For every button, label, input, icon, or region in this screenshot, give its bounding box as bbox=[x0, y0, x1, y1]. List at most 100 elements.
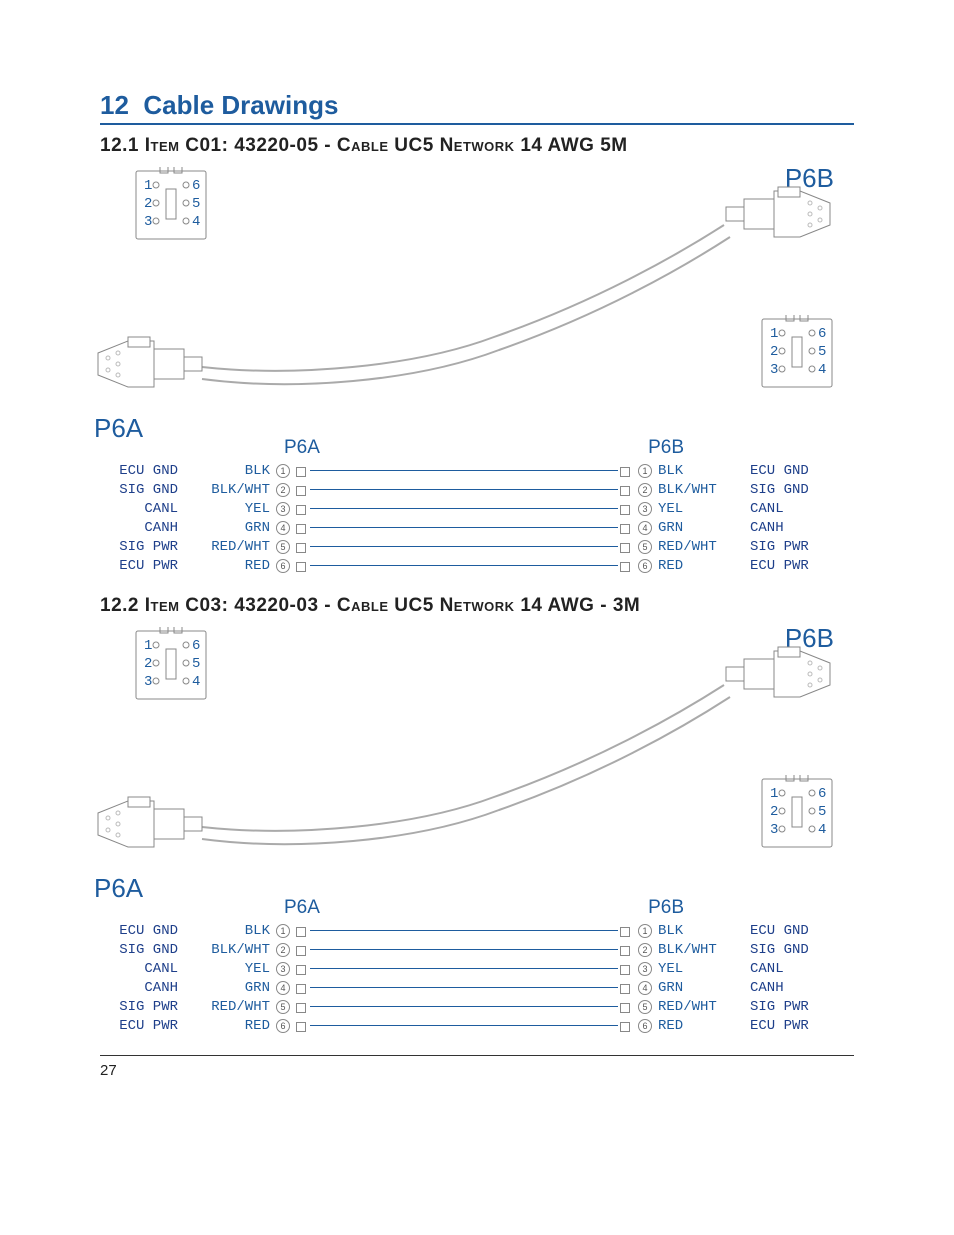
pin-number-right: 2 bbox=[632, 942, 658, 957]
pin-row: SIG PWR RED/WHT 5 5 RED/WHT SIG PWR bbox=[94, 997, 834, 1016]
terminal-left bbox=[296, 482, 308, 497]
svg-text:3: 3 bbox=[770, 822, 778, 838]
wire-color-right: RED bbox=[658, 1018, 742, 1034]
signal-left: ECU PWR bbox=[94, 1018, 178, 1034]
pin-number-right: 5 bbox=[632, 999, 658, 1014]
svg-text:1: 1 bbox=[144, 638, 152, 654]
wire-color-right: YEL bbox=[658, 501, 742, 517]
wire-color-left: RED/WHT bbox=[186, 539, 270, 555]
signal-left: SIG GND bbox=[94, 942, 178, 958]
signal-right: ECU GND bbox=[750, 923, 834, 939]
page: 12 Cable Drawings 12.1 Item C01: 43220-0… bbox=[0, 0, 954, 1119]
terminal-left bbox=[296, 463, 308, 478]
terminal-right bbox=[620, 520, 632, 535]
pinout-header-left: P6A bbox=[284, 437, 320, 459]
pin-row: CANH GRN 4 4 GRN CANH bbox=[94, 978, 834, 997]
signal-right: SIG PWR bbox=[750, 539, 834, 555]
terminal-left bbox=[296, 980, 308, 995]
svg-text:3: 3 bbox=[770, 362, 778, 378]
plug-p6b bbox=[714, 645, 834, 720]
svg-text:5: 5 bbox=[192, 196, 200, 212]
pinout-header-left: P6A bbox=[284, 897, 320, 919]
svg-text:1: 1 bbox=[770, 326, 778, 342]
terminal-left bbox=[296, 520, 308, 535]
wire-line bbox=[310, 987, 618, 988]
signal-left: SIG PWR bbox=[94, 999, 178, 1015]
pinout-header-right: P6B bbox=[648, 437, 684, 459]
section-text: Cable Drawings bbox=[143, 90, 338, 120]
pin-number-left: 1 bbox=[270, 923, 296, 938]
pin-number-right: 1 bbox=[632, 463, 658, 478]
connector-face-p6a-top: 1 62 53 4 bbox=[130, 167, 208, 243]
terminal-left bbox=[296, 558, 308, 573]
pin-number-left: 6 bbox=[270, 558, 296, 573]
svg-text:2: 2 bbox=[144, 656, 152, 672]
signal-right: SIG GND bbox=[750, 482, 834, 498]
wire-line bbox=[310, 930, 618, 931]
pin-number-left: 2 bbox=[270, 482, 296, 497]
terminal-right bbox=[620, 999, 632, 1014]
signal-left: ECU PWR bbox=[94, 558, 178, 574]
wire-line bbox=[310, 546, 618, 547]
pin-number-left: 5 bbox=[270, 999, 296, 1014]
terminal-left bbox=[296, 961, 308, 976]
wire-color-left: GRN bbox=[186, 520, 270, 536]
svg-text:4: 4 bbox=[192, 214, 200, 230]
pin-row: SIG GND BLK/WHT 2 2 BLK/WHT SIG GND bbox=[94, 480, 834, 499]
signal-right: CANH bbox=[750, 520, 834, 536]
pin-row: ECU PWR RED 6 6 RED ECU PWR bbox=[94, 1016, 834, 1035]
pin-number-right: 6 bbox=[632, 1018, 658, 1033]
svg-text:4: 4 bbox=[192, 674, 200, 690]
pin-row: SIG GND BLK/WHT 2 2 BLK/WHT SIG GND bbox=[94, 940, 834, 959]
terminal-left bbox=[296, 501, 308, 516]
cable-item: 12.2 Item C03: 43220-03 - Cable UC5 Netw… bbox=[100, 595, 854, 1035]
pin-number-left: 3 bbox=[270, 501, 296, 516]
pin-row: CANL YEL 3 3 YEL CANL bbox=[94, 499, 834, 518]
wire-color-left: BLK/WHT bbox=[186, 482, 270, 498]
signal-left: SIG GND bbox=[94, 482, 178, 498]
wire-line bbox=[310, 470, 618, 471]
signal-right: ECU GND bbox=[750, 463, 834, 479]
svg-text:1: 1 bbox=[144, 178, 152, 194]
page-divider bbox=[100, 1055, 854, 1056]
terminal-right bbox=[620, 539, 632, 554]
signal-right: ECU PWR bbox=[750, 1018, 834, 1034]
plug-p6a bbox=[94, 335, 214, 410]
cable-diagram: 1 62 53 4 1 62 bbox=[94, 627, 834, 897]
signal-right: CANL bbox=[750, 961, 834, 977]
terminal-right bbox=[620, 501, 632, 516]
pin-number-left: 2 bbox=[270, 942, 296, 957]
terminal-left bbox=[296, 923, 308, 938]
wire-color-right: BLK bbox=[658, 923, 742, 939]
svg-text:6: 6 bbox=[818, 326, 826, 342]
svg-text:5: 5 bbox=[192, 656, 200, 672]
plug-p6a bbox=[94, 795, 214, 870]
pin-row: ECU GND BLK 1 1 BLK ECU GND bbox=[94, 461, 834, 480]
signal-left: CANH bbox=[94, 520, 178, 536]
pin-number-left: 4 bbox=[270, 980, 296, 995]
signal-left: SIG PWR bbox=[94, 539, 178, 555]
pin-number-right: 1 bbox=[632, 923, 658, 938]
terminal-right bbox=[620, 482, 632, 497]
wire-color-right: GRN bbox=[658, 520, 742, 536]
wire-line bbox=[310, 1006, 618, 1007]
signal-right: CANH bbox=[750, 980, 834, 996]
section-title: 12 Cable Drawings bbox=[100, 90, 854, 125]
connector-face-p6a-top: 1 62 53 4 bbox=[130, 627, 208, 703]
pin-number-left: 5 bbox=[270, 539, 296, 554]
wire-color-right: YEL bbox=[658, 961, 742, 977]
terminal-left bbox=[296, 1018, 308, 1033]
pinout-table: P6A P6B ECU GND BLK 1 1 BLK ECU GND SIG … bbox=[94, 437, 834, 575]
pin-row: ECU PWR RED 6 6 RED ECU PWR bbox=[94, 556, 834, 575]
pinout-header-right: P6B bbox=[648, 897, 684, 919]
svg-text:2: 2 bbox=[770, 344, 778, 360]
pin-number-left: 3 bbox=[270, 961, 296, 976]
wire-line bbox=[310, 565, 618, 566]
wire-color-right: BLK/WHT bbox=[658, 942, 742, 958]
terminal-right bbox=[620, 961, 632, 976]
wire-color-left: GRN bbox=[186, 980, 270, 996]
item-heading: 12.1 Item C01: 43220-05 - Cable UC5 Netw… bbox=[100, 135, 854, 157]
p6a-label: P6A bbox=[94, 873, 143, 904]
pin-number-right: 6 bbox=[632, 558, 658, 573]
wire-color-left: BLK/WHT bbox=[186, 942, 270, 958]
